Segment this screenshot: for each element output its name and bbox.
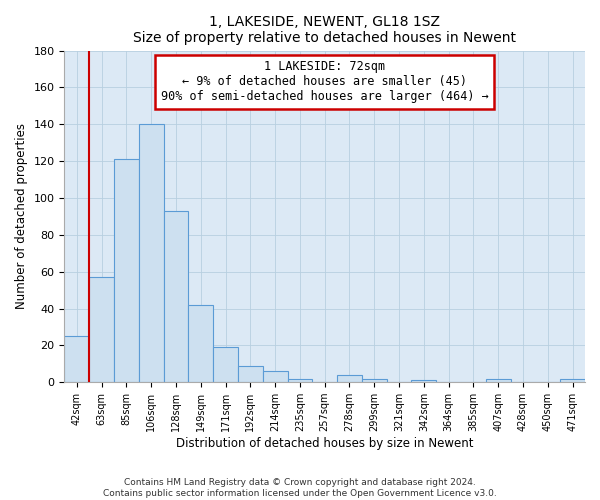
Text: 1 LAKESIDE: 72sqm
← 9% of detached houses are smaller (45)
90% of semi-detached : 1 LAKESIDE: 72sqm ← 9% of detached house… [161, 60, 488, 104]
Bar [164, 211, 188, 382]
Bar [412, 380, 436, 382]
Bar [486, 378, 511, 382]
Bar [362, 378, 386, 382]
Bar [89, 277, 114, 382]
Bar [114, 160, 139, 382]
Bar [560, 378, 585, 382]
Bar [213, 347, 238, 382]
Bar [64, 336, 89, 382]
Bar [139, 124, 164, 382]
Bar [263, 371, 287, 382]
Y-axis label: Number of detached properties: Number of detached properties [15, 124, 28, 310]
Bar [337, 375, 362, 382]
Bar [287, 378, 313, 382]
Title: 1, LAKESIDE, NEWENT, GL18 1SZ
Size of property relative to detached houses in Ne: 1, LAKESIDE, NEWENT, GL18 1SZ Size of pr… [133, 15, 516, 45]
Bar [238, 366, 263, 382]
Text: Contains HM Land Registry data © Crown copyright and database right 2024.
Contai: Contains HM Land Registry data © Crown c… [103, 478, 497, 498]
Bar [188, 305, 213, 382]
X-axis label: Distribution of detached houses by size in Newent: Distribution of detached houses by size … [176, 437, 473, 450]
